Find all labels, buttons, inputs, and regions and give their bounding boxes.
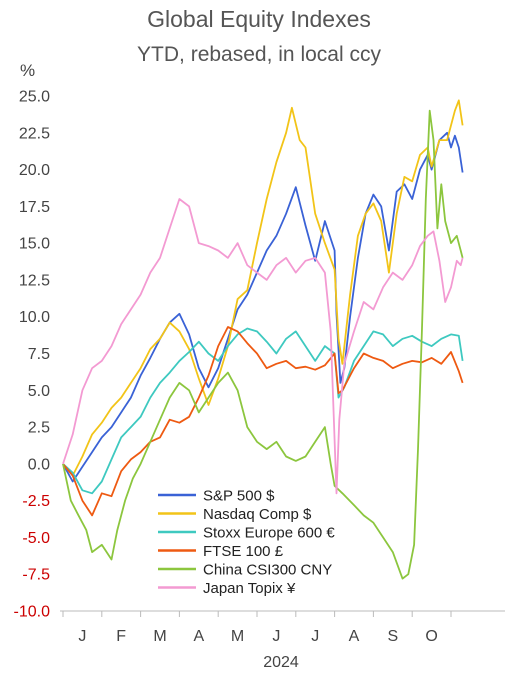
y-tick-label: 0.0 bbox=[28, 456, 50, 473]
x-tick-label: O bbox=[425, 628, 437, 645]
x-tick-label: F bbox=[116, 628, 126, 645]
y-tick-label: 20.0 bbox=[19, 162, 50, 179]
x-tick-label: S bbox=[387, 628, 398, 645]
y-tick-label: 5.0 bbox=[28, 383, 50, 400]
x-tick-label: J bbox=[311, 628, 319, 645]
x-tick-label: J bbox=[78, 628, 86, 645]
y-tick-label: 22.5 bbox=[19, 125, 50, 142]
series-lines bbox=[62, 99, 464, 580]
chart-subtitle: YTD, rebased, in local ccy bbox=[137, 43, 381, 66]
legend-label: China CSI300 CNY bbox=[203, 562, 332, 579]
x-axis-year-label: 2024 bbox=[263, 654, 299, 671]
y-tick-label: 15.0 bbox=[19, 236, 50, 253]
legend-label: Japan Topix ¥ bbox=[203, 580, 296, 597]
legend: S&P 500 $Nasdaq Comp $ Stoxx Europe 600 €… bbox=[158, 488, 335, 597]
legend-label: Stoxx Europe 600 € bbox=[203, 525, 335, 542]
y-tick-label: -7.5 bbox=[22, 567, 50, 584]
y-tick-label: -10.0 bbox=[14, 604, 51, 621]
legend-label: FTSE 100 £ bbox=[203, 543, 284, 560]
x-tick-label: A bbox=[193, 628, 204, 645]
legend-label: Nasdaq Comp $ bbox=[203, 506, 312, 523]
y-axis-unit-label: % bbox=[20, 61, 36, 80]
legend-label: S&P 500 $ bbox=[203, 488, 275, 505]
y-tick-label: 2.5 bbox=[28, 420, 50, 437]
series-line bbox=[62, 131, 464, 483]
y-tick-label: 17.5 bbox=[19, 199, 50, 216]
series-line bbox=[62, 109, 464, 580]
y-tick-label: -5.0 bbox=[22, 530, 50, 547]
y-tick-label: -2.5 bbox=[22, 493, 50, 510]
y-tick-label: 10.0 bbox=[19, 309, 50, 326]
chart-title: Global Equity Indexes bbox=[147, 6, 371, 32]
series-line bbox=[62, 327, 464, 495]
series-line bbox=[62, 326, 464, 517]
x-tick-label: M bbox=[153, 628, 166, 645]
series-line bbox=[62, 198, 464, 495]
y-tick-label: 25.0 bbox=[19, 89, 50, 106]
x-tick-label: M bbox=[231, 628, 244, 645]
y-tick-label: 12.5 bbox=[19, 272, 50, 289]
x-tick-label: A bbox=[349, 628, 360, 645]
y-tick-label: 7.5 bbox=[28, 346, 50, 363]
series-line bbox=[62, 99, 464, 477]
y-tick-labels: 25.0 22.5 20.0 17.5 15.0 12.5 10.0 7.5 5.0 2.5 0.0… bbox=[14, 89, 51, 621]
x-tick-label: J bbox=[272, 628, 280, 645]
